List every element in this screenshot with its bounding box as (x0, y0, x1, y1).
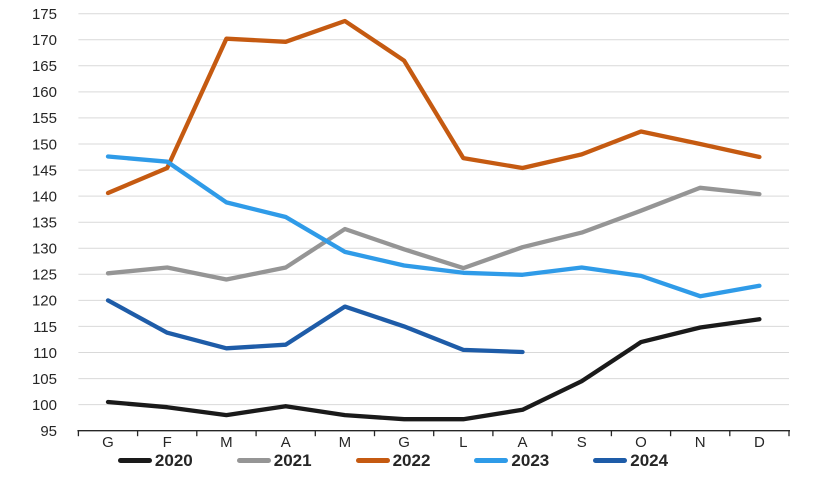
y-axis-label: 130 (32, 241, 57, 258)
y-axis-label: 125 (32, 267, 57, 284)
x-axis-label: A (517, 434, 527, 448)
legend-item-2021: 2021 (236, 451, 312, 470)
legend-marker-2020 (117, 458, 152, 463)
y-axis-label: 170 (32, 32, 57, 49)
y-axis-label: 175 (32, 6, 57, 23)
y-axis-label: 105 (32, 371, 57, 388)
legend-label-2022: 2022 (392, 451, 431, 470)
x-axis-label: L (459, 434, 467, 448)
legend-item-2023: 2023 (474, 452, 549, 469)
y-axis-label: 110 (33, 345, 57, 362)
series-line-2020 (105, 317, 762, 422)
legend-label-2021: 2021 (273, 451, 312, 470)
legend-marker-2024 (593, 458, 628, 463)
legend-marker-2022 (355, 458, 390, 463)
x-axis-label: G (398, 434, 410, 448)
series-line-2023 (105, 154, 762, 299)
legend-marker-2023 (474, 458, 509, 463)
x-axis-label: O (635, 434, 647, 448)
y-axis-label: 120 (32, 293, 57, 310)
x-axis-label: G (102, 434, 114, 448)
y-axis-label: 135 (32, 215, 57, 232)
y-axis-label: 100 (32, 397, 57, 414)
y-axis-label: 150 (32, 136, 57, 153)
legend-item-2024: 2024 (593, 452, 668, 469)
y-axis-label: 95 (40, 423, 57, 440)
y-axis-label: 145 (32, 162, 57, 179)
x-axis-label: S (577, 434, 587, 448)
series-line-2021 (105, 185, 762, 282)
legend-item-2020: 2020 (117, 451, 193, 470)
legend-item-2022: 2022 (355, 451, 431, 470)
x-axis-label: M (339, 434, 352, 448)
y-axis-label: 155 (32, 110, 57, 127)
x-axis-label: A (281, 434, 291, 448)
y-axis-label: 165 (32, 58, 57, 75)
series-line-2022 (105, 18, 762, 196)
plot-area: 95 100 105 110 115 120 125 130 135 140 145 150 155 16… (32, 6, 790, 448)
y-axis-label: 140 (32, 188, 57, 205)
x-axis-label: F (163, 434, 172, 448)
y-axis-label: 115 (33, 319, 57, 336)
x-axis-label: M (220, 434, 233, 448)
legend-label-2020: 2020 (154, 451, 193, 470)
legend-label-2024: 2024 (630, 451, 669, 470)
legend-marker-2021 (236, 458, 271, 463)
legend-label-2023: 2023 (511, 451, 550, 470)
x-axis-label: D (754, 434, 765, 448)
y-axis-label: 160 (32, 84, 57, 101)
x-axis-label: N (695, 434, 706, 448)
chart-legend: 2020 2021 2022 2023 2024 (0, 452, 786, 469)
series-line-2024 (105, 298, 525, 355)
